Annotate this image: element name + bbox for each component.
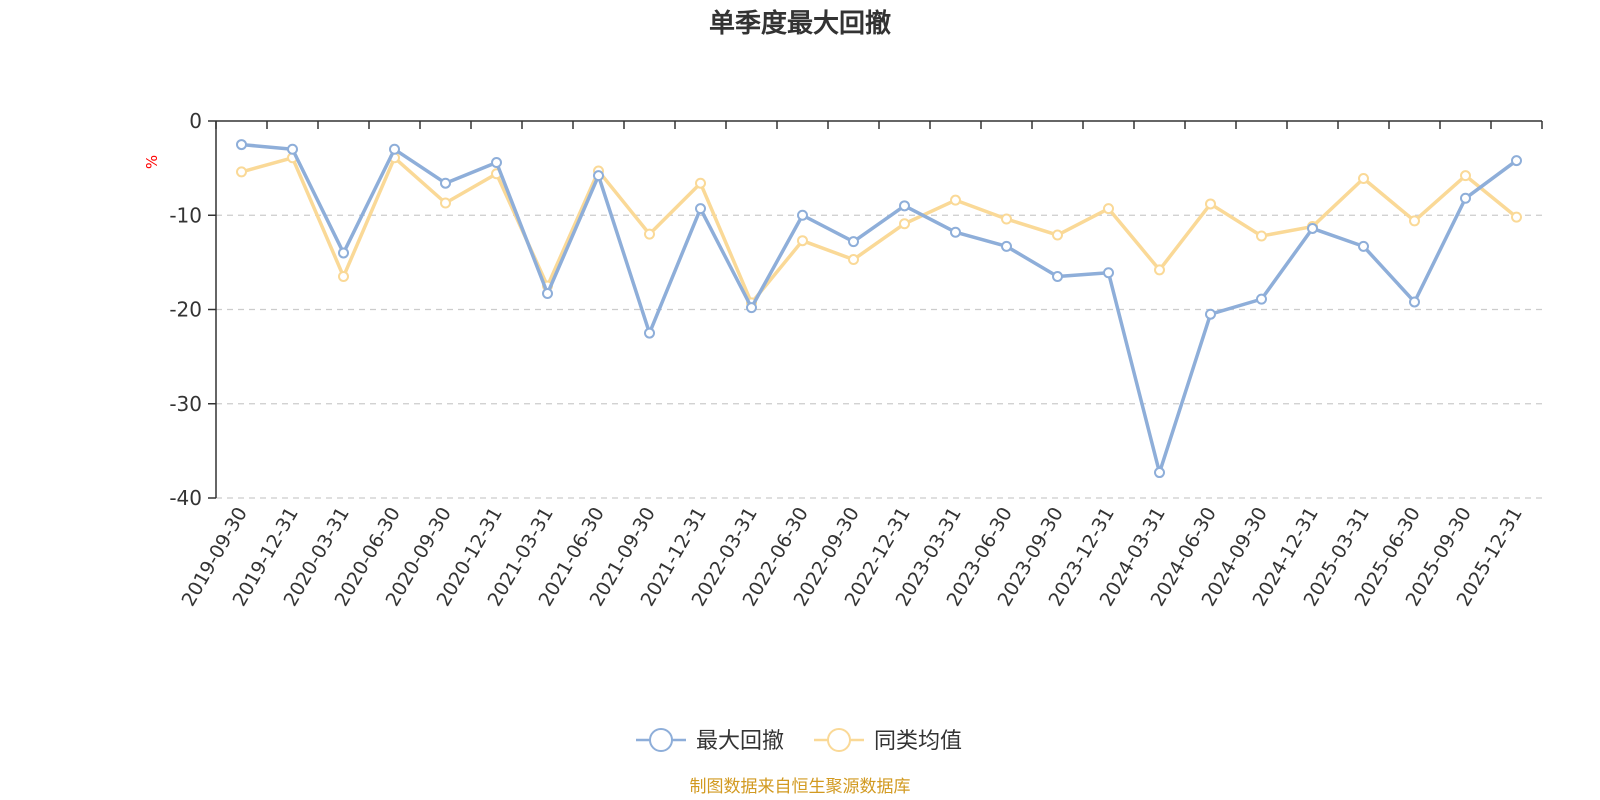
data-point[interactable] xyxy=(1205,308,1216,320)
series-1 xyxy=(236,152,1522,309)
y-tick-label: 0 xyxy=(189,109,202,133)
data-point[interactable] xyxy=(1409,215,1420,227)
data-point[interactable] xyxy=(287,143,298,155)
data-point[interactable] xyxy=(1001,240,1012,252)
legend-label: 同类均值 xyxy=(874,729,962,754)
y-axis-unit: % xyxy=(143,155,161,169)
data-point[interactable] xyxy=(797,209,808,221)
data-point[interactable] xyxy=(1154,467,1165,479)
data-point[interactable] xyxy=(1256,230,1267,242)
legend-item[interactable]: 最大回撤 xyxy=(636,728,784,754)
y-tick-label: -30 xyxy=(169,392,202,416)
data-point[interactable] xyxy=(1256,293,1267,305)
data-point[interactable] xyxy=(848,254,859,266)
data-point[interactable] xyxy=(1511,211,1522,223)
data-point[interactable] xyxy=(440,197,451,209)
data-point[interactable] xyxy=(899,218,910,230)
data-point[interactable] xyxy=(542,287,553,299)
y-tick-label: -20 xyxy=(169,298,202,322)
source-note: 制图数据来自恒生聚源数据库 xyxy=(690,777,911,797)
data-point[interactable] xyxy=(593,170,604,182)
chart-title: 单季度最大回撤 xyxy=(709,8,891,39)
data-point[interactable] xyxy=(950,194,961,206)
data-point[interactable] xyxy=(1205,198,1216,210)
data-point[interactable] xyxy=(236,166,247,178)
data-point[interactable] xyxy=(338,271,349,283)
data-point[interactable] xyxy=(338,247,349,259)
legend-marker-icon xyxy=(827,728,851,752)
data-point[interactable] xyxy=(644,228,655,240)
data-point[interactable] xyxy=(1358,172,1369,184)
data-point[interactable] xyxy=(1103,267,1114,279)
series-line xyxy=(239,156,1519,305)
data-point[interactable] xyxy=(1154,264,1165,276)
axes: 0-10-20-30-402019-09-302019-12-312020-03… xyxy=(169,109,1543,610)
data-point[interactable] xyxy=(899,200,910,212)
data-point[interactable] xyxy=(1511,155,1522,167)
legend[interactable]: 最大回撤 同类均值 xyxy=(636,728,962,754)
series-0 xyxy=(236,139,1522,479)
data-point[interactable] xyxy=(1307,222,1318,234)
legend-item[interactable]: 同类均值 xyxy=(814,728,962,754)
data-point[interactable] xyxy=(797,235,808,247)
data-point[interactable] xyxy=(848,236,859,248)
data-point[interactable] xyxy=(1052,229,1063,241)
data-point[interactable] xyxy=(1460,170,1471,182)
data-point[interactable] xyxy=(950,226,961,238)
series-layer xyxy=(236,139,1522,479)
data-point[interactable] xyxy=(1001,213,1012,225)
data-point[interactable] xyxy=(1460,192,1471,204)
data-point[interactable] xyxy=(236,139,247,151)
data-point[interactable] xyxy=(491,156,502,168)
data-point[interactable] xyxy=(1103,203,1114,215)
y-tick-label: -10 xyxy=(169,203,202,227)
legend-marker-icon xyxy=(649,728,673,752)
data-point[interactable] xyxy=(746,302,757,314)
data-point[interactable] xyxy=(1052,271,1063,283)
data-point[interactable] xyxy=(1358,240,1369,252)
data-point[interactable] xyxy=(389,143,400,155)
grid-lines xyxy=(216,214,1542,499)
data-point[interactable] xyxy=(695,203,706,215)
data-point[interactable] xyxy=(440,177,451,189)
data-point[interactable] xyxy=(1409,296,1420,308)
data-point[interactable] xyxy=(644,327,655,339)
series-line xyxy=(239,142,1519,475)
y-tick-label: -40 xyxy=(169,486,202,510)
data-point[interactable] xyxy=(695,177,706,189)
legend-label: 最大回撤 xyxy=(696,729,784,754)
